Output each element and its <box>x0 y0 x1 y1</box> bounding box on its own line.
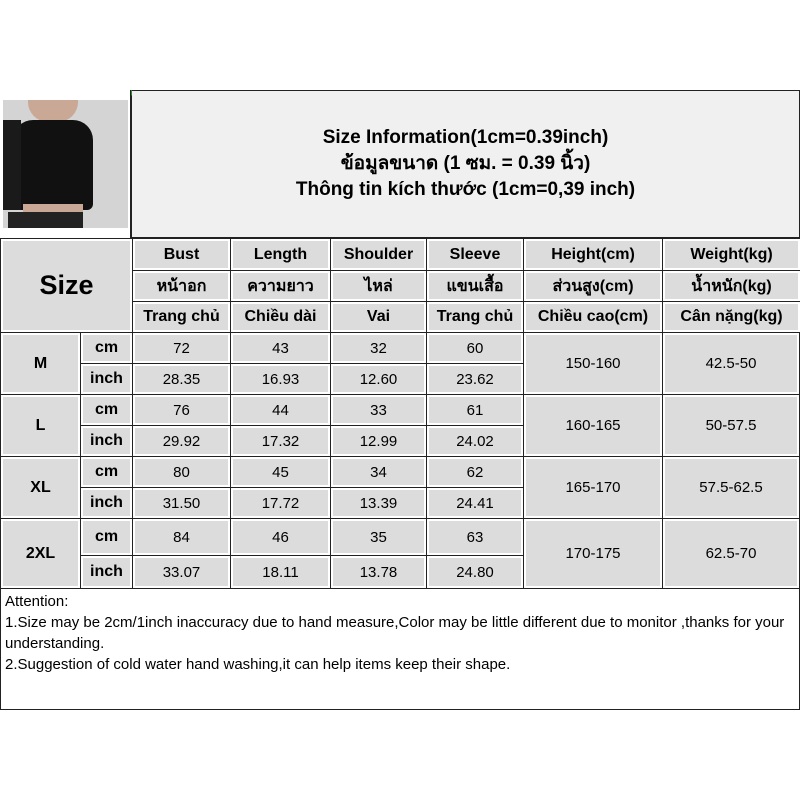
attention-notes: Attention: 1.Size may be 2cm/1inch inacc… <box>0 588 800 710</box>
cm-value-cell: 43 <box>230 332 331 364</box>
inch-value-cell: 17.72 <box>230 487 331 519</box>
attention-heading: Attention: <box>5 593 69 610</box>
inch-value-cell: 12.99 <box>330 425 427 457</box>
column-header-vi: Chiều cao(cm) <box>523 301 663 333</box>
size-label: 2XL <box>0 518 81 589</box>
weight-cell: 62.5-70 <box>662 518 800 589</box>
cm-value-cell: 72 <box>132 332 231 364</box>
column-header-th: แขนเสื้อ <box>426 270 524 302</box>
weight-cell: 57.5-62.5 <box>662 456 800 519</box>
column-header-en: Shoulder <box>330 238 427 271</box>
cm-value-cell: 61 <box>426 394 524 426</box>
inch-value-cell: 23.62 <box>426 363 524 395</box>
title-vietnamese: Thông tin kích thước (1cm=0,39 inch) <box>295 179 636 200</box>
unit-inch-label: inch <box>80 487 133 519</box>
attention-note-2: 2.Suggestion of cold water hand washing,… <box>5 656 511 673</box>
cm-value-cell: 45 <box>230 456 331 488</box>
cm-value-cell: 46 <box>230 518 331 556</box>
cm-value-cell: 76 <box>132 394 231 426</box>
weight-cell: 50-57.5 <box>662 394 800 457</box>
column-header-th: น้ำหนัก(kg) <box>662 270 800 302</box>
cm-value-cell: 33 <box>330 394 427 426</box>
attention-note-1: 1.Size may be 2cm/1inch inaccuracy due t… <box>5 614 785 652</box>
title-thai: ข้อมูลขนาด (1 ซม. = 0.39 นิ้ว) <box>340 153 591 174</box>
inch-value-cell: 24.41 <box>426 487 524 519</box>
size-chart: Size Information(1cm=0.39inch) ข้อมูลขนา… <box>0 90 800 710</box>
column-header-en: Height(cm) <box>523 238 663 271</box>
unit-inch-label: inch <box>80 363 133 395</box>
cm-value-cell: 84 <box>132 518 231 556</box>
cm-value-cell: 35 <box>330 518 427 556</box>
column-header-en: Length <box>230 238 331 271</box>
height-cell: 165-170 <box>523 456 663 519</box>
height-cell: 150-160 <box>523 332 663 395</box>
inch-value-cell: 24.80 <box>426 555 524 589</box>
column-header-vi: Chiều dài <box>230 301 331 333</box>
column-header-vi: Cân nặng(kg) <box>662 301 800 333</box>
column-header-vi: Trang chủ <box>132 301 231 333</box>
column-header-vi: Vai <box>330 301 427 333</box>
inch-value-cell: 13.78 <box>330 555 427 589</box>
unit-cm-label: cm <box>80 456 133 488</box>
cm-value-cell: 80 <box>132 456 231 488</box>
cm-value-cell: 44 <box>230 394 331 426</box>
title-english: Size Information(1cm=0.39inch) <box>322 127 609 148</box>
inch-value-cell: 18.11 <box>230 555 331 589</box>
size-label: M <box>0 332 81 395</box>
column-header-en: Bust <box>132 238 231 271</box>
inch-value-cell: 17.32 <box>230 425 331 457</box>
weight-cell: 42.5-50 <box>662 332 800 395</box>
unit-inch-label: inch <box>80 555 133 589</box>
height-cell: 160-165 <box>523 394 663 457</box>
height-cell: 170-175 <box>523 518 663 589</box>
column-header-th: ความยาว <box>230 270 331 302</box>
inch-value-cell: 31.50 <box>132 487 231 519</box>
inch-value-cell: 33.07 <box>132 555 231 589</box>
size-label: XL <box>0 456 81 519</box>
product-photo-cell <box>0 90 132 238</box>
size-label: L <box>0 394 81 457</box>
inch-value-cell: 12.60 <box>330 363 427 395</box>
inch-value-cell: 28.35 <box>132 363 231 395</box>
cm-value-cell: 62 <box>426 456 524 488</box>
inch-value-cell: 24.02 <box>426 425 524 457</box>
size-header: Size <box>0 238 133 333</box>
cm-value-cell: 63 <box>426 518 524 556</box>
inch-value-cell: 16.93 <box>230 363 331 395</box>
title-block: Size Information(1cm=0.39inch) ข้อมูลขนา… <box>132 90 800 238</box>
unit-cm-label: cm <box>80 518 133 556</box>
column-header-th: ไหล่ <box>330 270 427 302</box>
column-header-en: Sleeve <box>426 238 524 271</box>
unit-cm-label: cm <box>80 394 133 426</box>
cm-value-cell: 60 <box>426 332 524 364</box>
inch-value-cell: 13.39 <box>330 487 427 519</box>
cm-value-cell: 32 <box>330 332 427 364</box>
column-header-vi: Trang chủ <box>426 301 524 333</box>
unit-cm-label: cm <box>80 332 133 364</box>
column-header-th: หน้าอก <box>132 270 231 302</box>
cm-value-cell: 34 <box>330 456 427 488</box>
column-header-th: ส่วนสูง(cm) <box>523 270 663 302</box>
column-header-en: Weight(kg) <box>662 238 800 271</box>
product-photo <box>3 100 128 228</box>
inch-value-cell: 29.92 <box>132 425 231 457</box>
unit-inch-label: inch <box>80 425 133 457</box>
